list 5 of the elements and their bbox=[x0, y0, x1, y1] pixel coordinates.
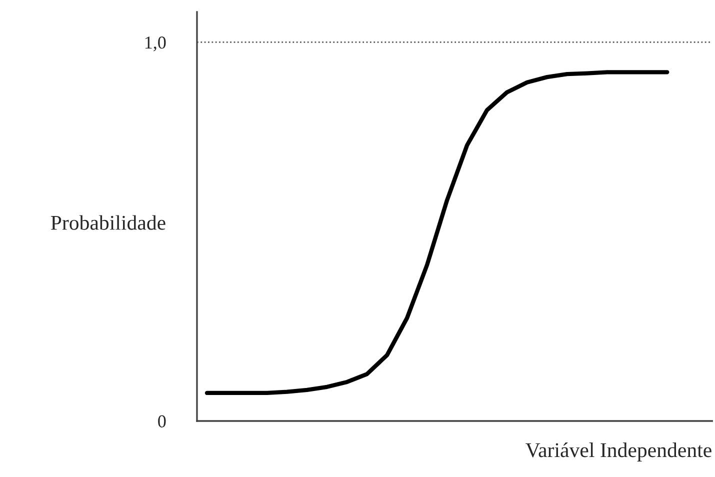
y-tick-label: 1,0 bbox=[145, 36, 166, 52]
line-series bbox=[204, 70, 670, 396]
x-axis-title: Variável Independente bbox=[526, 442, 712, 462]
y-axis-title: Probabilidade bbox=[50, 215, 166, 230]
y-tick-label: 0 bbox=[158, 415, 166, 428]
